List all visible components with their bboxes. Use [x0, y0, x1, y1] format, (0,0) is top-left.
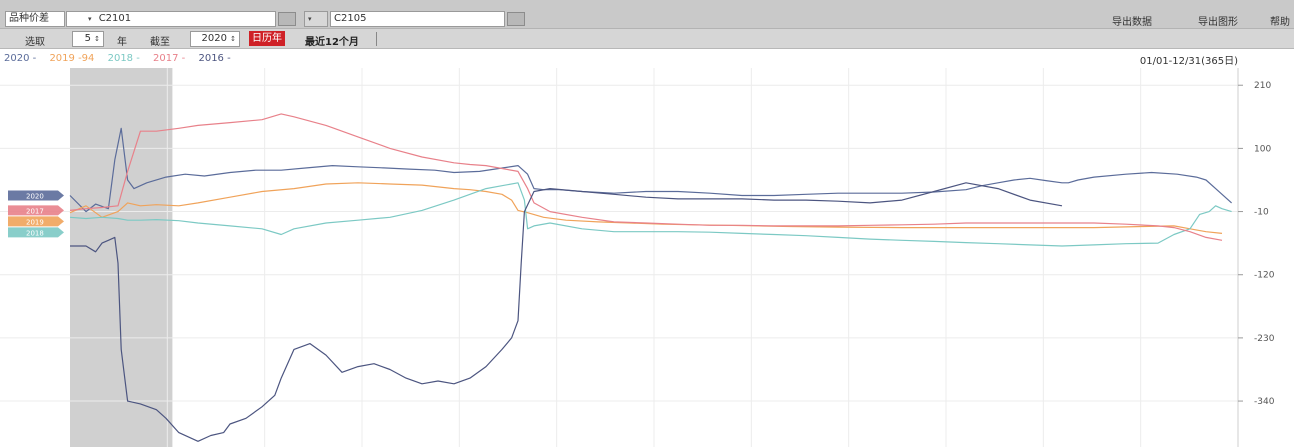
y-tick-label: -340 — [1254, 397, 1275, 407]
chevron-down-icon[interactable]: ▾ — [88, 15, 92, 23]
contract2-dropdown-button[interactable] — [507, 12, 525, 26]
export-data-button[interactable]: 导出数据 — [1112, 17, 1152, 28]
series-line-series-4 — [70, 182, 1063, 442]
year-unit-label: 年 — [117, 37, 127, 48]
series-tag-2020: 2020 — [8, 190, 64, 201]
recent-12-months-button[interactable]: 最近12个月 — [305, 37, 359, 48]
legend-item-2020[interactable]: 2020 - — [4, 53, 37, 64]
variety-select-label: 品种价差 — [9, 13, 49, 24]
y-axis: 210 100 -10 -120 -230 -340 — [1237, 68, 1275, 447]
chart-legend: 2020 - 2019 -94 2018 - 2017 - 2016 - — [4, 51, 241, 67]
top-toolbar: 品种价差 ▾ C2101 ▾ C2105 导出数据 导出图形 帮助 — [0, 0, 1294, 29]
series-layer — [69, 113, 1233, 442]
contract1-input[interactable]: ▾ C2101 — [66, 11, 276, 27]
control-bar: 选取 5 ↕ 年 截至 2020 ↕ 日历年 最近12个月 — [0, 29, 1294, 49]
series-tag-label: 2019 — [26, 218, 44, 226]
series-line-2020 — [69, 127, 1233, 213]
calendar-year-button[interactable]: 日历年 — [249, 31, 285, 46]
y-tick-label: -230 — [1254, 334, 1275, 344]
series-tag-label: 2017 — [26, 207, 44, 215]
series-tag-2017: 2017 — [8, 205, 64, 216]
contract1-value: C2101 — [98, 13, 132, 24]
select-label: 选取 — [25, 37, 45, 48]
variety-select[interactable]: 品种价差 — [5, 11, 65, 27]
years-stepper[interactable]: 5 ↕ — [72, 31, 104, 47]
y-tick-label: 210 — [1254, 81, 1271, 91]
years-value: 5 — [84, 33, 91, 44]
export-chart-button[interactable]: 导出图形 — [1198, 17, 1238, 28]
series-tag-shape — [8, 190, 64, 201]
legend-item-2016[interactable]: 2016 - — [198, 53, 231, 64]
series-tags-layer: 2020 2017 2019 2018 — [8, 190, 64, 238]
series-tag-2018: 2018 — [8, 227, 64, 238]
stepper-arrows-icon[interactable]: ↕ — [94, 35, 100, 43]
series-line-2019 — [69, 182, 1223, 234]
legend-item-2018[interactable]: 2018 - — [107, 53, 140, 64]
cutoff-label: 截至 — [150, 37, 170, 48]
series-tag-shape — [8, 227, 64, 238]
legend-item-2019[interactable]: 2019 -94 — [49, 53, 95, 64]
series-line-2017 — [69, 113, 1223, 241]
series-tag-shape — [8, 216, 64, 227]
series-tag-2019: 2019 — [8, 216, 64, 227]
stepper-arrows-icon[interactable]: ↕ — [230, 35, 236, 43]
y-tick-label: 100 — [1254, 144, 1271, 154]
series-tag-shape — [8, 205, 64, 216]
legend-item-2017[interactable]: 2017 - — [153, 53, 186, 64]
contract2-input[interactable]: C2105 — [330, 11, 505, 27]
chevron-down-icon: ▾ — [308, 15, 312, 23]
help-button[interactable]: 帮助 — [1270, 17, 1290, 28]
divider — [376, 32, 377, 46]
date-range-label: 01/01-12/31(365日) — [1139, 56, 1238, 67]
series-tag-label: 2018 — [26, 229, 44, 237]
series-tag-label: 2020 — [26, 192, 44, 200]
cutoff-year-stepper[interactable]: 2020 ↕ — [190, 31, 240, 47]
contract1-dropdown-button[interactable] — [278, 12, 296, 26]
contract2-value: C2105 — [334, 13, 367, 24]
grid-layer — [0, 68, 1238, 447]
cutoff-year-value: 2020 — [201, 33, 227, 44]
series-line-2018 — [69, 182, 1232, 247]
shaded-region-layer — [70, 68, 173, 447]
operator-select[interactable]: ▾ — [304, 11, 328, 27]
y-tick-label: -120 — [1254, 271, 1275, 281]
shaded-region — [70, 68, 173, 447]
y-tick-label: -10 — [1254, 208, 1269, 218]
